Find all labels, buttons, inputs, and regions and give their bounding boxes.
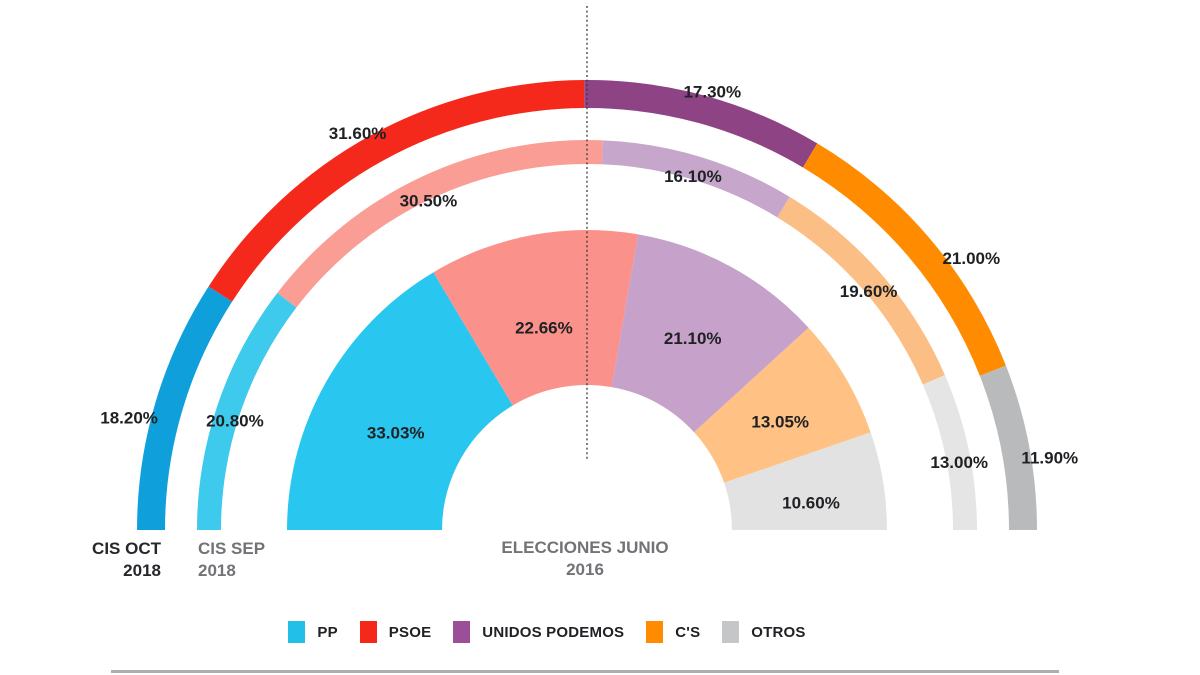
ring-segment-pp-elecciones-junio-2016: [287, 272, 513, 530]
unidos-podemos-color-swatch: [453, 621, 471, 643]
segment-value-label-pp-cis-sep-2018: 20.80%: [206, 411, 264, 430]
ring-segment-unidos-podemos-elecciones-junio-2016: [611, 234, 809, 433]
legend-label-cs: C'S: [675, 623, 701, 641]
segment-value-label-unidos-podemos-cis-sep-2018: 16.10%: [664, 167, 722, 186]
legend-item-otros: OTROS: [722, 621, 805, 643]
segment-value-label-pp-cis-oct-2018: 18.20%: [100, 409, 158, 428]
ring-segment-psoe-cis-sep-2018: [277, 140, 603, 308]
ring-segment-c-s-elecciones-junio-2016: [694, 327, 871, 483]
ring-segment-otros-cis-sep-2018: [922, 375, 977, 530]
ring-axis-label-elecciones-junio-2016-line2: 2016: [566, 560, 604, 579]
legend-item-pp: PP: [288, 621, 338, 643]
ring-segment-otros-cis-oct-2018: [979, 365, 1037, 530]
otros-color-swatch: [722, 621, 740, 643]
ring-segment-c-s-cis-sep-2018: [777, 196, 945, 385]
psoe-color-swatch: [359, 621, 377, 643]
ring-axis-label-cis-sep-2018-line2: 2018: [198, 561, 236, 580]
segment-value-label-psoe-elecciones-junio-2016: 22.66%: [515, 319, 573, 338]
legend-item-unidos-podemos: UNIDOS PODEMOS: [453, 621, 624, 643]
segment-value-label-otros-elecciones-junio-2016: 10.60%: [782, 494, 840, 513]
bottom-divider: [111, 670, 1059, 673]
segment-value-label-psoe-cis-sep-2018: 30.50%: [400, 192, 458, 211]
legend-label-psoe: PSOE: [388, 623, 432, 641]
segment-value-label-unidos-podemos-elecciones-junio-2016: 21.10%: [664, 329, 722, 348]
legend-label-unidos-podemos: UNIDOS PODEMOS: [482, 623, 625, 641]
ring-axis-label-elecciones-junio-2016-line1: ELECCIONES JUNIO: [501, 538, 668, 557]
legend-item-cs: C'S: [646, 621, 700, 643]
segment-value-label-c-s-cis-sep-2018: 19.60%: [840, 282, 898, 301]
ring-axis-label-cis-sep-2018-line1: CIS SEP: [198, 539, 265, 558]
pp-color-swatch: [288, 621, 306, 643]
ring-segment-unidos-podemos-cis-oct-2018: [584, 80, 818, 168]
segment-value-label-otros-cis-oct-2018: 11.90%: [1021, 449, 1078, 468]
segment-value-label-unidos-podemos-cis-oct-2018: 17.30%: [683, 83, 741, 102]
segment-value-label-c-s-elecciones-junio-2016: 13.05%: [751, 413, 809, 432]
legend-label-otros: OTROS: [751, 623, 806, 641]
ring-axis-label-cis-oct-2018-line1: CIS OCT: [92, 539, 162, 558]
segment-value-label-c-s-cis-oct-2018: 21.00%: [942, 249, 1000, 268]
legend-item-psoe: PSOE: [359, 621, 432, 643]
ring-segment-otros-elecciones-junio-2016: [724, 432, 887, 530]
segment-value-label-pp-elecciones-junio-2016: 33.03%: [367, 423, 425, 442]
ring-axis-label-cis-oct-2018-line2: 2018: [123, 561, 161, 580]
ring-segment-pp-cis-oct-2018: [137, 286, 233, 530]
segment-value-label-otros-cis-sep-2018: 13.00%: [930, 453, 988, 472]
ring-segment-psoe-cis-oct-2018: [208, 80, 585, 302]
cs-color-swatch: [646, 621, 664, 643]
ring-segment-c-s-cis-oct-2018: [802, 143, 1006, 376]
segment-value-label-psoe-cis-oct-2018: 31.60%: [329, 124, 387, 143]
legend: PP PSOE UNIDOS PODEMOS C'S OTROS: [0, 621, 1147, 643]
ring-segment-pp-cis-sep-2018: [197, 292, 297, 530]
legend-label-pp: PP: [317, 623, 338, 641]
ring-segment-unidos-podemos-cis-sep-2018: [601, 140, 790, 218]
